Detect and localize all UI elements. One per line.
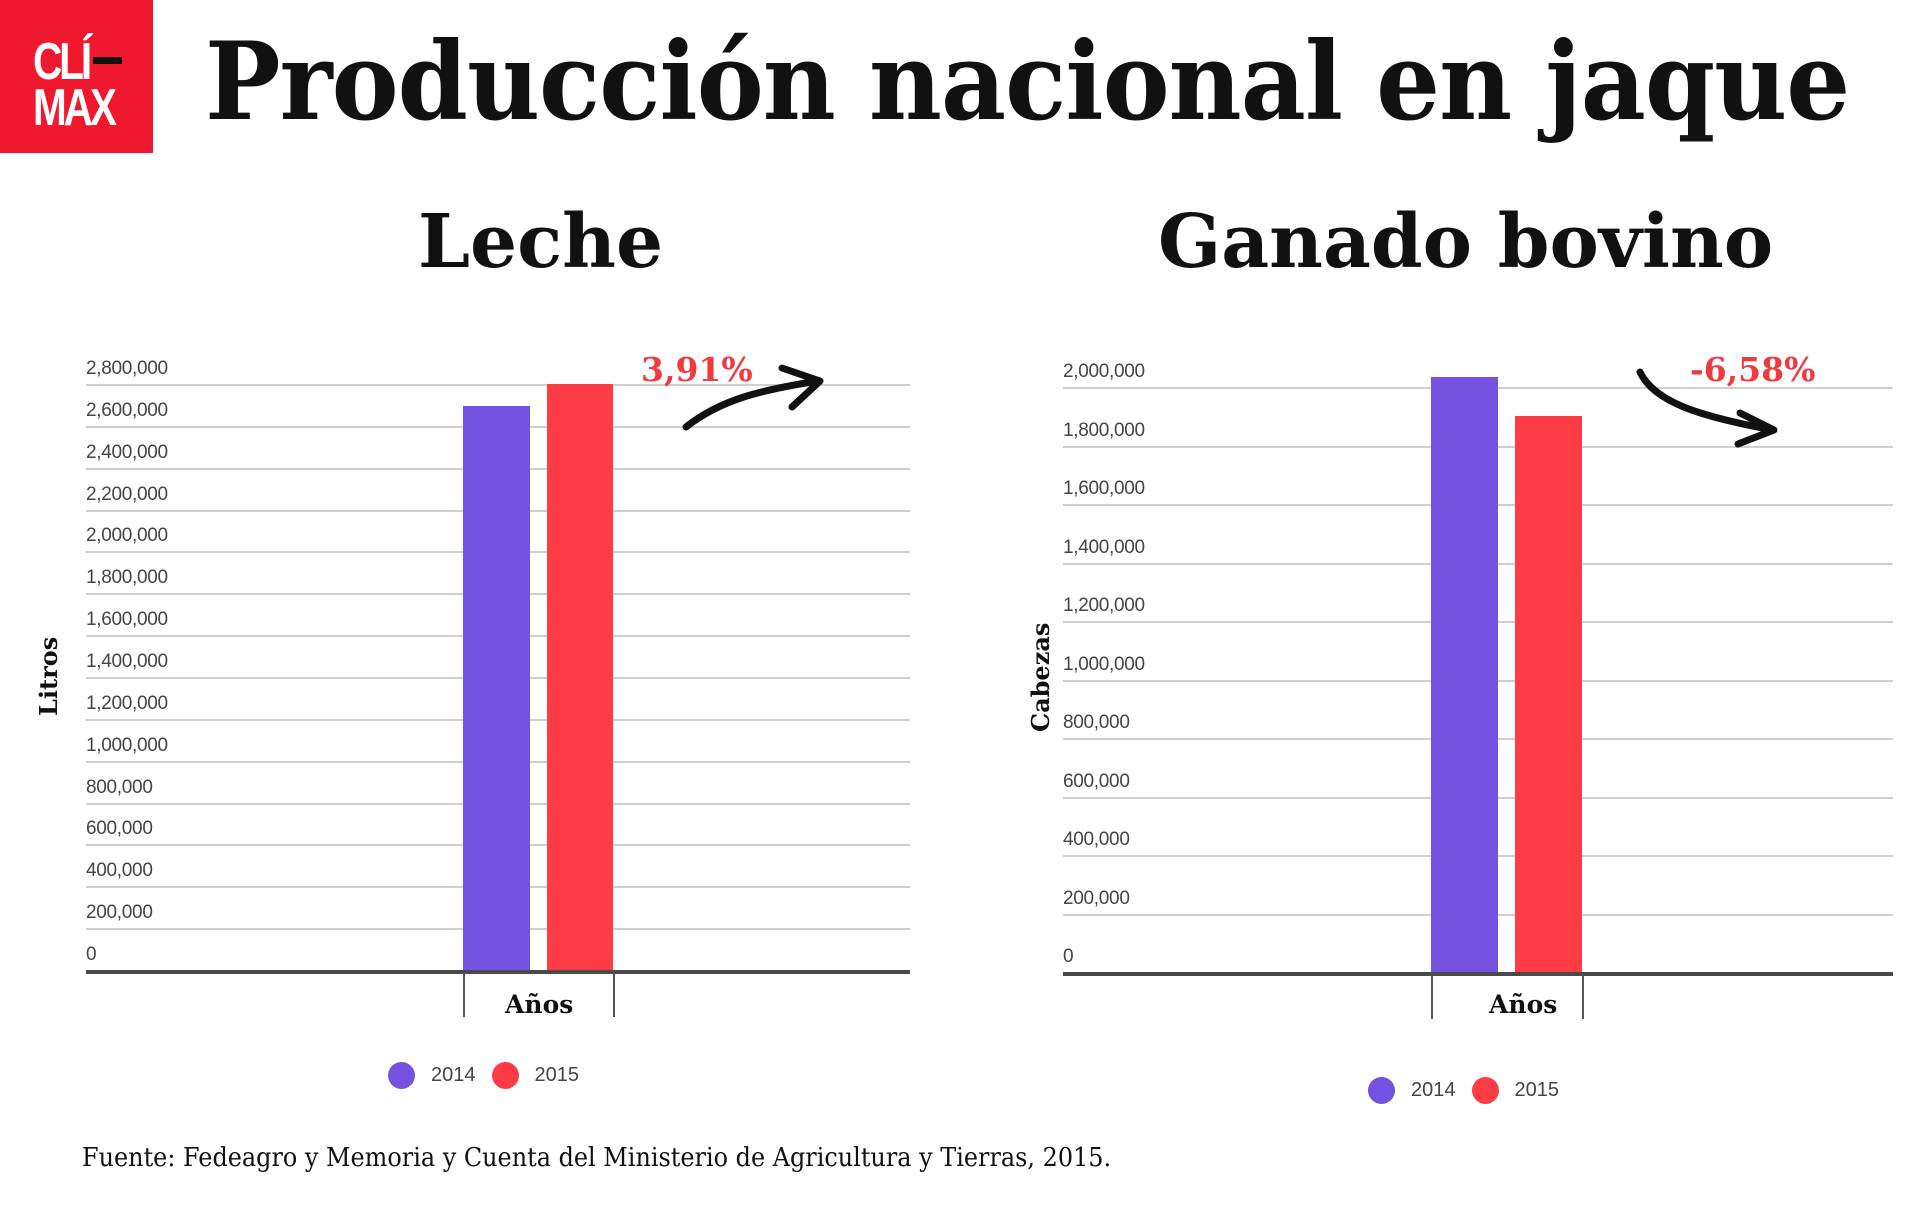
page-title: Producción nacional en jaque: [205, 19, 1850, 145]
legend-leche: 2014 2015: [388, 1062, 595, 1089]
y-tick-label: 1,400,000: [86, 651, 168, 672]
y-tick-label: 1,800,000: [1063, 419, 1145, 441]
y-tick-label: 1,000,000: [1063, 653, 1145, 675]
brand-logo-dash: [93, 57, 122, 64]
y-tick-label: 800,000: [1063, 712, 1130, 733]
x-axis-line: [86, 970, 910, 974]
chart-title-ganado: Ganado bovino: [1158, 199, 1774, 285]
y-axis-label: Litros: [34, 636, 63, 716]
y-tick-label: 2,600,000: [86, 399, 168, 421]
arrow-down-icon: [1636, 368, 1778, 448]
x-axis-tick: [1431, 975, 1433, 1019]
y-tick-label: 1,400,000: [1063, 536, 1145, 558]
legend-dot-2015: [491, 1062, 519, 1089]
y-tick-label: 2,800,000: [86, 358, 168, 379]
x-axis-line: [1063, 972, 1893, 976]
y-tick-label: 600,000: [1063, 770, 1130, 792]
bar-2015: [1515, 416, 1582, 973]
y-tick-label: 1,800,000: [86, 567, 168, 589]
legend-label-2015: 2015: [1514, 1079, 1560, 1101]
y-tick-label: 400,000: [1063, 829, 1130, 850]
x-axis-tick: [1582, 975, 1584, 1019]
y-tick-label: 1,200,000: [1063, 595, 1145, 616]
legend-label-2014: 2014: [1411, 1079, 1456, 1101]
chart-title-leche: Leche: [418, 199, 664, 285]
y-tick-label: 2,400,000: [86, 441, 168, 463]
y-tick-label: 2,000,000: [1063, 361, 1145, 382]
legend-dot-2014: [388, 1062, 415, 1089]
bar-2014: [463, 405, 530, 971]
x-axis-label: Años: [1489, 990, 1558, 1019]
y-tick-label: 1,600,000: [1063, 478, 1145, 499]
y-tick-label: 1,600,000: [86, 609, 168, 631]
y-tick-label: 200,000: [86, 902, 153, 924]
y-tick-label: 2,200,000: [86, 483, 168, 505]
legend-label-2015: 2015: [534, 1064, 580, 1086]
change-annotation: 3,91%: [641, 350, 753, 389]
y-tick-label: 0: [86, 944, 97, 965]
change-annotation: -6,58%: [1690, 350, 1816, 389]
legend-dot-2015: [1471, 1077, 1499, 1104]
brand-logo-line2: MAX: [33, 79, 117, 137]
y-tick-label: 1,000,000: [86, 734, 168, 756]
arrow-up-icon: [682, 364, 824, 431]
gridline: [86, 384, 910, 386]
y-tick-label: 0: [1063, 946, 1074, 967]
y-axis-label: Cabezas: [1026, 622, 1055, 732]
x-axis-tick: [463, 973, 465, 1017]
legend-label-2014: 2014: [431, 1064, 476, 1086]
y-tick-label: 200,000: [1063, 887, 1130, 909]
x-axis-label: Años: [505, 990, 574, 1019]
brand-logo: CLÍ MAX: [0, 0, 153, 153]
y-tick-label: 1,200,000: [86, 692, 168, 714]
y-tick-label: 600,000: [86, 818, 153, 840]
y-tick-label: 400,000: [86, 860, 153, 882]
y-tick-label: 800,000: [86, 776, 153, 798]
x-axis-tick: [613, 973, 615, 1017]
bar-2015: [547, 383, 613, 971]
legend-ganado: 2014 2015: [1368, 1077, 1575, 1104]
y-tick-label: 2,000,000: [86, 525, 168, 547]
brand-logo-line1: CLÍ: [33, 33, 92, 91]
bar-2014: [1431, 376, 1498, 973]
legend-dot-2014: [1368, 1077, 1395, 1104]
source-footnote: Fuente: Fedeagro y Memoria y Cuenta del …: [82, 1143, 1112, 1173]
